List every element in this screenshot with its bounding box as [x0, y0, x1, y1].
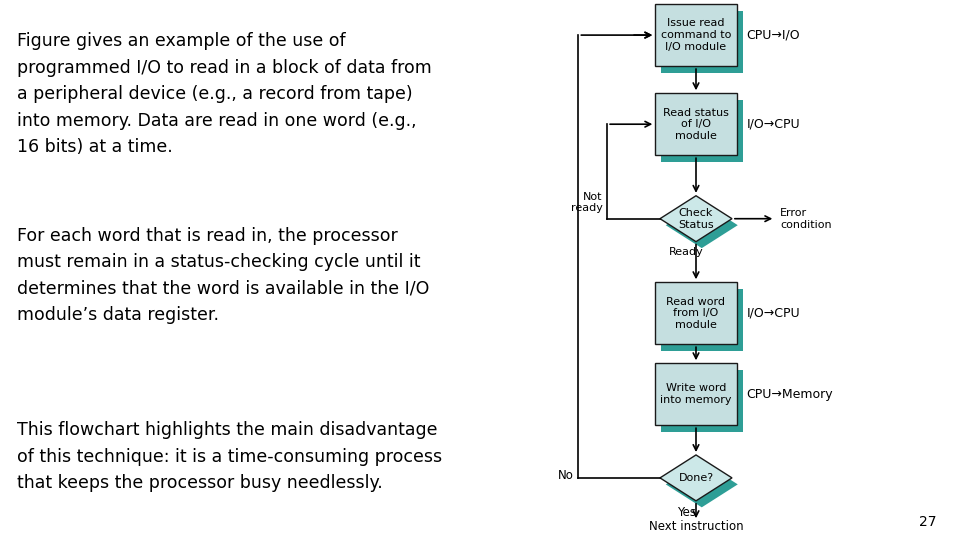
Text: Figure gives an example of the use of
programmed I/O to read in a block of data : Figure gives an example of the use of pr… [17, 32, 432, 156]
Text: For each word that is read in, the processor
must remain in a status-checking cy: For each word that is read in, the proce… [17, 227, 430, 324]
Text: 27: 27 [919, 515, 936, 529]
Text: Issue read
command to
I/O module: Issue read command to I/O module [660, 18, 732, 52]
Text: This flowchart highlights the main disadvantage
of this technique: it is a time-: This flowchart highlights the main disad… [17, 421, 443, 492]
FancyBboxPatch shape [655, 93, 737, 156]
FancyBboxPatch shape [655, 282, 737, 345]
Text: Check
Status: Check Status [678, 208, 714, 230]
FancyBboxPatch shape [660, 99, 743, 162]
FancyBboxPatch shape [655, 363, 737, 426]
Polygon shape [660, 195, 732, 241]
Text: Done?: Done? [679, 473, 713, 483]
Text: Error
condition: Error condition [780, 208, 831, 230]
FancyBboxPatch shape [660, 10, 743, 72]
Text: Write word
into memory: Write word into memory [660, 383, 732, 405]
Text: No: No [558, 469, 574, 482]
Text: I/O→CPU: I/O→CPU [747, 307, 800, 320]
Text: I/O→CPU: I/O→CPU [747, 118, 800, 131]
Text: Not
ready: Not ready [570, 192, 603, 213]
Text: Yes: Yes [677, 507, 696, 519]
Polygon shape [660, 455, 732, 501]
Polygon shape [666, 461, 737, 508]
FancyBboxPatch shape [660, 369, 743, 432]
Text: Next instruction: Next instruction [649, 520, 743, 533]
Polygon shape [666, 202, 737, 248]
FancyBboxPatch shape [655, 4, 737, 66]
Text: Read status
of I/O
module: Read status of I/O module [663, 107, 729, 141]
Text: Ready: Ready [669, 247, 704, 257]
FancyBboxPatch shape [660, 288, 743, 351]
Text: CPU→Memory: CPU→Memory [747, 388, 833, 401]
Text: CPU→I/O: CPU→I/O [747, 29, 800, 42]
Text: Read word
from I/O
module: Read word from I/O module [666, 296, 726, 330]
